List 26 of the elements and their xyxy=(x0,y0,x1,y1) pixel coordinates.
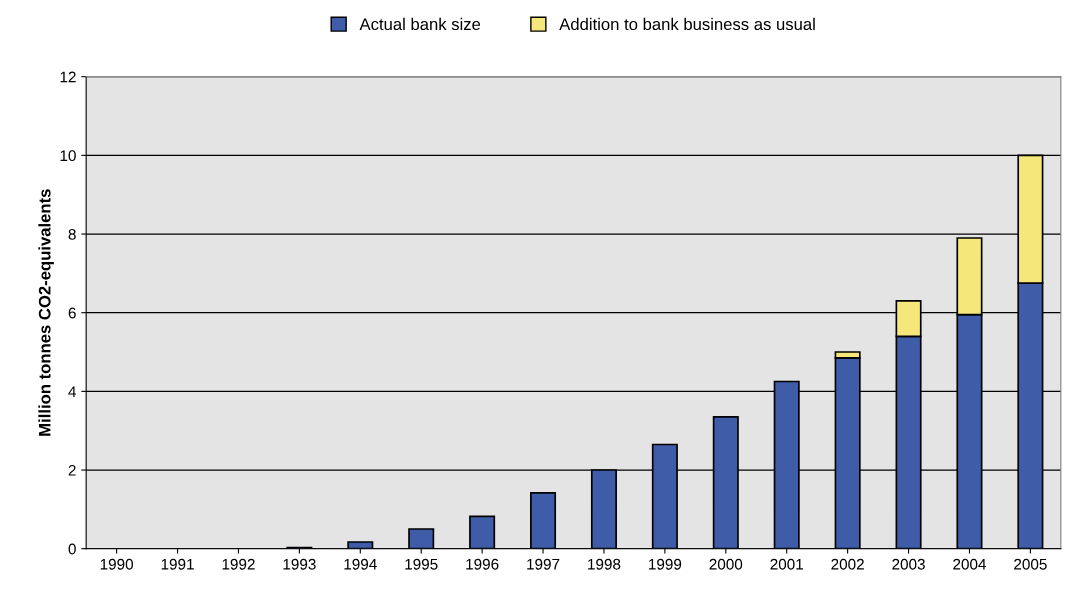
x-tick-label: 1997 xyxy=(527,558,560,570)
y-tick-label: 2 xyxy=(68,464,76,476)
y-tick-label: 0 xyxy=(68,543,76,555)
x-tick-label: 1992 xyxy=(222,558,255,570)
x-tick-label: 2005 xyxy=(1014,558,1047,570)
x-tick-label: 2002 xyxy=(831,558,864,570)
x-tick-label: 2004 xyxy=(953,558,987,570)
x-tick-label: 2003 xyxy=(892,558,925,570)
x-tick-label: 1995 xyxy=(405,558,438,570)
y-tick-label: 6 xyxy=(68,307,76,319)
x-tick-label: 2000 xyxy=(709,558,743,570)
y-tick-label: 4 xyxy=(68,386,76,397)
legend-label: Actual bank size xyxy=(359,17,481,31)
x-tick-label: 1998 xyxy=(588,558,621,570)
x-tick-label: 2001 xyxy=(770,558,803,570)
x-tick-label: 1991 xyxy=(161,558,194,570)
y-axis-title: Million tonnes CO2-equivalents xyxy=(38,189,54,436)
y-tick-label: 12 xyxy=(60,71,76,83)
x-tick-label: 1990 xyxy=(100,558,134,570)
legend-label: Addition to bank business as usual xyxy=(559,17,815,31)
x-tick-label: 1996 xyxy=(466,558,499,570)
x-tick-label: 1999 xyxy=(649,558,682,570)
y-tick-label: 8 xyxy=(68,228,76,240)
x-tick-label: 1994 xyxy=(344,558,377,570)
x-tick-label: 1993 xyxy=(283,558,316,570)
y-tick-label: 10 xyxy=(60,150,76,162)
